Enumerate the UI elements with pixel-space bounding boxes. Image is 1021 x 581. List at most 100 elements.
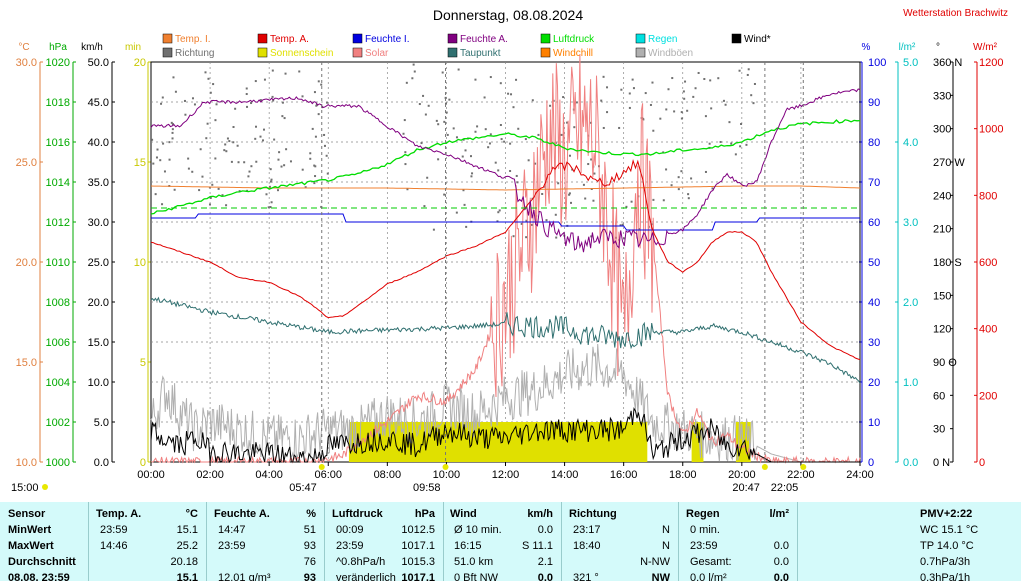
richtung-point bbox=[515, 78, 518, 81]
richtung-point bbox=[201, 175, 204, 178]
axis-tick-label-celsius: 25.0 bbox=[16, 157, 37, 169]
axis-tick-label-kmh: 45.0 bbox=[88, 97, 109, 109]
x-tick-label: 04:00 bbox=[255, 469, 283, 481]
richtung-point bbox=[267, 206, 270, 209]
legend-label: Temp. I. bbox=[175, 34, 211, 45]
richtung-point bbox=[494, 161, 497, 164]
axis-tick-label-percent: 30 bbox=[868, 337, 880, 349]
stats-pmv-row: 0.7hPa/3h bbox=[920, 556, 971, 568]
legend-label: Feuchte I. bbox=[365, 34, 409, 45]
axis-tick-label-deg: 270 W bbox=[933, 157, 965, 169]
richtung-point bbox=[259, 135, 262, 138]
stats-cell-value: 93 bbox=[303, 540, 316, 552]
chart-title: Donnerstag, 08.08.2024 bbox=[433, 7, 583, 23]
axis-tick-label-hpa: 1012 bbox=[46, 217, 70, 229]
richtung-point bbox=[263, 128, 266, 131]
stats-unit: hPa bbox=[414, 508, 435, 520]
richtung-point bbox=[554, 213, 557, 216]
richtung-point bbox=[738, 69, 741, 72]
stats-cell-label: 0 Bft NW bbox=[454, 572, 499, 581]
stats-cell-value: 0.0 bbox=[773, 556, 789, 568]
richtung-point bbox=[593, 172, 596, 175]
richtung-point bbox=[499, 82, 502, 85]
richtung-point bbox=[677, 188, 680, 191]
axis-tick-label-percent: 100 bbox=[868, 57, 886, 69]
richtung-point bbox=[314, 135, 317, 138]
richtung-point bbox=[237, 161, 240, 164]
stats-unit: % bbox=[306, 508, 316, 520]
axis-tick-label-min: 15 bbox=[134, 157, 146, 169]
x-tick-label: 16:00 bbox=[610, 469, 638, 481]
richtung-point bbox=[406, 188, 409, 191]
unit-percent: % bbox=[862, 42, 871, 53]
richtung-point bbox=[560, 133, 563, 136]
richtung-point bbox=[606, 86, 609, 89]
richtung-point bbox=[317, 113, 320, 116]
richtung-point bbox=[199, 148, 202, 151]
axis-tick-label-celsius: 30.0 bbox=[16, 57, 37, 69]
richtung-point bbox=[426, 176, 429, 179]
richtung-point bbox=[497, 169, 500, 172]
richtung-point bbox=[630, 200, 633, 203]
richtung-point bbox=[659, 117, 662, 120]
axis-tick-label-kmh: 10.0 bbox=[88, 377, 109, 389]
richtung-point bbox=[207, 77, 210, 80]
axis-tick-label-deg: 360 N bbox=[933, 57, 962, 69]
richtung-point bbox=[711, 187, 714, 190]
richtung-point bbox=[325, 154, 328, 157]
richtung-point bbox=[171, 128, 174, 131]
richtung-point bbox=[618, 126, 621, 129]
axis-tick-label-hpa: 1008 bbox=[46, 297, 70, 309]
richtung-point bbox=[443, 120, 446, 123]
axis-tick-label-hpa: 1014 bbox=[46, 177, 70, 189]
legend-label: Sonnenschein bbox=[270, 48, 333, 59]
richtung-point bbox=[151, 138, 154, 141]
richtung-point bbox=[271, 69, 274, 72]
unit-wm2: W/m² bbox=[973, 42, 998, 53]
richtung-point bbox=[225, 204, 228, 207]
stats-pmv-header: PMV+2:22 bbox=[920, 508, 973, 520]
stats-cell-label: 23:59 bbox=[100, 524, 128, 536]
richtung-point bbox=[228, 140, 231, 143]
richtung-point bbox=[247, 175, 250, 178]
stats-cell-value: 20.18 bbox=[170, 556, 198, 568]
richtung-point bbox=[509, 169, 512, 172]
richtung-point bbox=[326, 101, 329, 104]
richtung-point bbox=[652, 129, 655, 132]
richtung-point bbox=[311, 127, 314, 130]
richtung-point bbox=[489, 133, 492, 136]
stats-header: Wind bbox=[450, 508, 477, 520]
stats-header: Feuchte A. bbox=[214, 508, 270, 520]
richtung-point bbox=[686, 109, 689, 112]
richtung-point bbox=[590, 158, 593, 161]
x-axis: 00:00 02:00 04:00 06:00 08:00 10:00 12:00 14:00… bbox=[11, 462, 874, 494]
richtung-point bbox=[520, 222, 523, 225]
axis-tick-label-kmh: 15.0 bbox=[88, 337, 109, 349]
stats-min-label: MinWert bbox=[8, 524, 52, 536]
richtung-point bbox=[226, 137, 229, 140]
richtung-point bbox=[272, 99, 275, 102]
stats-cell-value: 0.0 bbox=[773, 572, 789, 581]
sonnenschein-bar bbox=[348, 422, 648, 462]
richtung-point bbox=[724, 103, 727, 106]
richtung-point bbox=[457, 68, 460, 71]
legend: Temp. I. Temp. A. Feuchte I. Feuchte A. Luft… bbox=[162, 33, 771, 59]
stats-cell-value: N-NW bbox=[640, 556, 670, 568]
richtung-point bbox=[280, 165, 283, 168]
richtung-point bbox=[525, 219, 528, 222]
axis-tick-label-hpa: 1020 bbox=[46, 57, 70, 69]
legend-label: Solar bbox=[365, 48, 389, 59]
stats-unit: km/h bbox=[527, 508, 553, 520]
stats-unit: °C bbox=[185, 508, 198, 520]
stats-cell-value: 15.1 bbox=[176, 572, 198, 581]
richtung-point bbox=[301, 168, 304, 171]
richtung-point bbox=[534, 162, 537, 165]
stats-cell-label: ^0.8hPa/h bbox=[336, 556, 386, 568]
richtung-point bbox=[455, 136, 458, 139]
stats-header: Temp. A. bbox=[96, 508, 142, 520]
stats-cell-label: Ø 10 min. bbox=[454, 524, 502, 536]
richtung-point bbox=[673, 110, 676, 113]
richtung-point bbox=[590, 235, 593, 238]
stats-cell-label: 00:09 bbox=[336, 524, 364, 536]
